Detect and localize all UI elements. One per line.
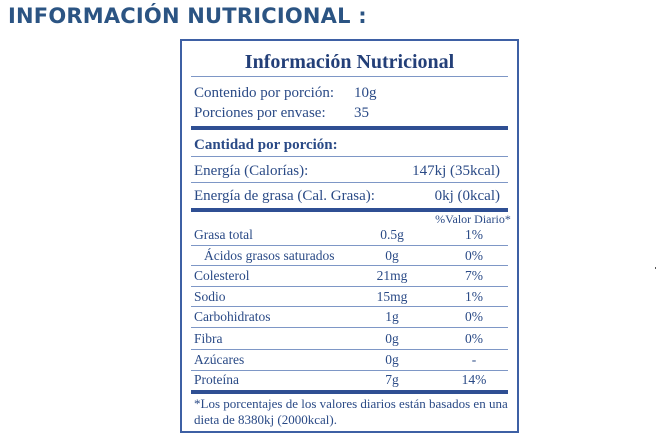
serving-size-label: Contenido por porción: [194,85,334,101]
page-heading: INFORMACIÓN NUTRICIONAL : [8,4,367,28]
nutrient-daily-value: 7% [465,268,483,283]
fat-energy-label: Energía de grasa (Cal. Grasa): [194,188,375,204]
divider [191,76,508,77]
nutrition-facts-panel: Información Nutricional Contenido por po… [180,39,519,433]
nutrient-daily-value: 14% [461,372,487,387]
panel-title: Información Nutricional [244,51,455,73]
servings-per-container-label: Porciones por envase: [194,105,326,121]
footnote: *Los porcentajes de los valores diarios … [194,396,508,427]
nutrient-name: Sodio [194,289,226,304]
nutrient-amount: 0g [385,248,399,263]
energy-value: 147kj (35kcal) [412,163,500,179]
divider [191,182,508,183]
nutrient-amount: 0.5g [380,227,404,242]
thick-divider [191,126,508,130]
row-divider [191,286,508,287]
daily-value-header: %Valor Diario* [435,212,511,226]
nutrient-daily-value: 1% [465,289,483,304]
thick-divider [191,208,508,212]
row-divider [191,245,508,246]
fat-energy-value: 0kj (0kcal) [434,188,500,204]
nutrient-name: Azúcares [194,352,245,367]
nutrient-name: Colesterol [194,268,250,283]
amount-per-serving-heading: Cantidad por porción: [194,137,338,153]
thick-divider [191,390,508,394]
row-divider [191,349,508,350]
nutrient-amount: 0g [385,352,399,367]
stray-mark [655,267,656,269]
nutrient-name: Ácidos grasos saturados [204,248,335,263]
nutrient-name: Grasa total [194,227,253,242]
nutrient-amount: 15mg [376,289,408,304]
nutrient-daily-value: 0% [465,248,483,263]
nutrient-daily-value: - [471,352,477,367]
energy-label: Energía (Calorías): [194,163,309,179]
row-divider [191,327,508,328]
nutrient-amount: 7g [385,372,399,387]
nutrient-daily-value: 0% [465,309,483,324]
nutrient-amount: 0g [385,331,399,346]
row-divider [191,306,508,307]
nutrient-name: Fibra [194,331,223,346]
nutrient-daily-value: 1% [465,227,483,242]
row-divider [191,265,508,266]
servings-per-container-value: 35 [354,105,369,121]
row-divider [191,370,508,371]
serving-size-value: 10g [354,85,377,101]
nutrient-amount: 1g [385,309,399,324]
nutrient-name: Carbohidratos [194,309,271,324]
divider [191,156,508,157]
nutrient-name: Proteína [194,372,239,387]
nutrient-daily-value: 0% [465,331,483,346]
nutrient-amount: 21mg [376,268,408,283]
